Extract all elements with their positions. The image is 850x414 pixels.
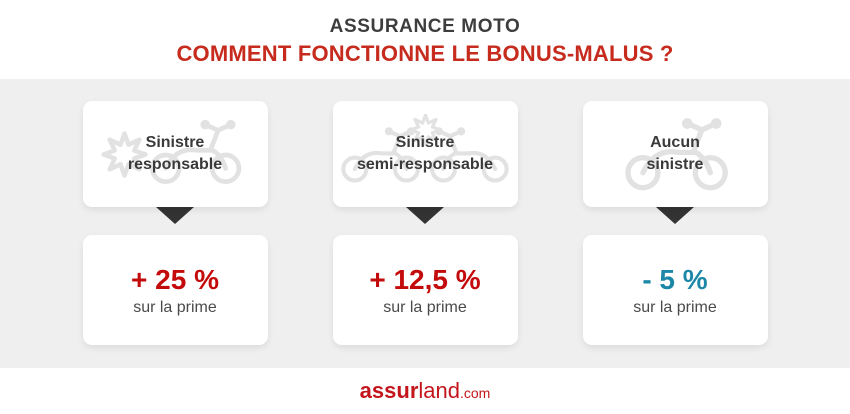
scenario-label: Sinistre responsable bbox=[127, 134, 223, 173]
result-card: + 25 % sur la prime bbox=[82, 235, 268, 345]
scenario-columns: Sinistre responsable + 25 % sur la prime bbox=[0, 101, 850, 345]
result-value: + 25 % bbox=[131, 263, 219, 295]
logo-text-light: land bbox=[418, 378, 460, 403]
result-card: + 12,5 % sur la prime bbox=[332, 235, 518, 345]
result-caption: sur la prime bbox=[633, 298, 717, 316]
scenario-label: Aucun sinistre bbox=[646, 134, 704, 173]
content-band: Sinistre responsable + 25 % sur la prime bbox=[0, 79, 850, 368]
result-value: - 5 % bbox=[642, 263, 708, 295]
assurland-logo: assurland.com bbox=[360, 380, 491, 402]
header: ASSURANCE MOTO COMMENT FONCTIONNE LE BON… bbox=[0, 0, 850, 79]
page-subtitle: COMMENT FONCTIONNE LE BONUS-MALUS ? bbox=[176, 41, 674, 66]
page-title: ASSURANCE MOTO bbox=[329, 16, 521, 37]
result-value: + 12,5 % bbox=[369, 263, 481, 295]
result-card: - 5 % sur la prime bbox=[582, 235, 768, 345]
scenario-card: Sinistre responsable bbox=[82, 101, 268, 207]
column-aucun-sinistre: Aucun sinistre - 5 % sur la prime bbox=[582, 101, 768, 345]
scenario-card: Sinistre semi-responsable bbox=[332, 101, 518, 207]
footer: assurland.com bbox=[0, 368, 850, 414]
down-arrow-icon bbox=[156, 207, 194, 224]
result-caption: sur la prime bbox=[383, 298, 467, 316]
scenario-label: Sinistre semi-responsable bbox=[356, 134, 494, 173]
column-sinistre-responsable: Sinistre responsable + 25 % sur la prime bbox=[82, 101, 268, 345]
scenario-card: Aucun sinistre bbox=[582, 101, 768, 207]
column-sinistre-semi-responsable: Sinistre semi-responsable + 12,5 % sur l… bbox=[332, 101, 518, 345]
logo-text-tld: .com bbox=[459, 385, 491, 401]
result-caption: sur la prime bbox=[133, 298, 217, 316]
logo-text-bold: assur bbox=[359, 378, 419, 403]
down-arrow-icon bbox=[406, 207, 444, 224]
down-arrow-icon bbox=[656, 207, 694, 224]
